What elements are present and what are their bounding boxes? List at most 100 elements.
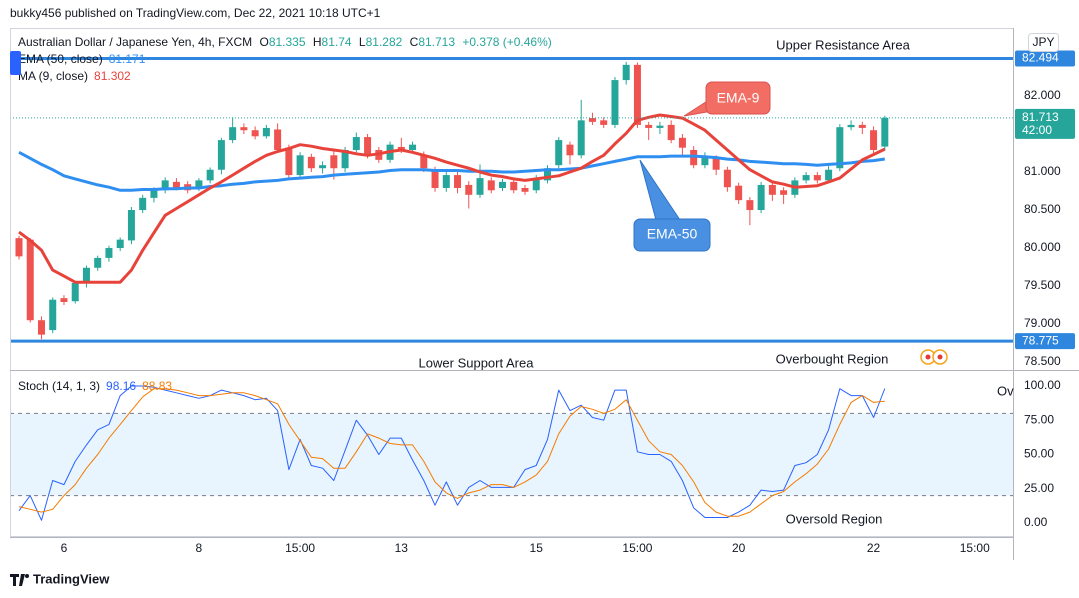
candle-body bbox=[409, 144, 417, 150]
candle-body bbox=[49, 299, 57, 331]
y-tick-label: 50.00 bbox=[1024, 447, 1054, 461]
candle-body bbox=[532, 178, 540, 191]
y-tick-label: 25.00 bbox=[1024, 481, 1054, 495]
candle-body bbox=[633, 64, 641, 125]
ohlc-letter: H bbox=[313, 35, 322, 49]
legend-value: 81.302 bbox=[94, 69, 131, 83]
candle-body bbox=[240, 127, 248, 131]
candle-body bbox=[251, 130, 259, 137]
y-tick-label: 80.000 bbox=[1024, 240, 1061, 254]
candle-body bbox=[813, 175, 821, 181]
candle-body bbox=[611, 80, 619, 125]
candle-body bbox=[836, 127, 844, 169]
candle-body bbox=[802, 175, 810, 181]
candle-body bbox=[622, 64, 630, 81]
candle-body bbox=[600, 120, 608, 125]
candle-body bbox=[307, 156, 315, 169]
candle-body bbox=[780, 190, 788, 195]
candle-body bbox=[82, 267, 90, 283]
candle-body bbox=[476, 178, 484, 195]
currency: JPY bbox=[1032, 35, 1054, 49]
x-tick-label: 15 bbox=[530, 541, 544, 555]
y-tick-label: 78.500 bbox=[1024, 354, 1061, 368]
candle-body bbox=[701, 156, 709, 166]
price-box bbox=[1015, 50, 1075, 67]
candle-body bbox=[364, 137, 372, 156]
callout-label: EMA-50 bbox=[647, 226, 698, 242]
legend-name: Stoch (14, 1, 3) bbox=[18, 379, 100, 393]
legend-ma: MA (9, close) 81.302 bbox=[18, 69, 131, 83]
ohlc-letter: O bbox=[259, 35, 268, 49]
candle-body bbox=[172, 181, 180, 188]
legend-value: 98.16 bbox=[106, 379, 136, 393]
candle-body bbox=[555, 140, 563, 166]
legend-value: 88.83 bbox=[142, 379, 172, 393]
candle-body bbox=[26, 239, 34, 321]
candle-body bbox=[341, 149, 349, 169]
candle-body bbox=[645, 124, 653, 128]
annotation: Oversold Region bbox=[786, 511, 883, 526]
last-price-label: 81.713 bbox=[1022, 110, 1059, 124]
candle-body bbox=[127, 210, 135, 241]
icon bbox=[920, 349, 948, 365]
low-value: 81.282 bbox=[366, 35, 403, 49]
legend-ema: EMA (50, close) 81.171 bbox=[18, 52, 146, 66]
candle-body bbox=[105, 248, 113, 258]
x-tick-label: 15:00 bbox=[622, 541, 652, 555]
candle-body bbox=[870, 130, 878, 150]
candle-body bbox=[330, 155, 338, 169]
candle-body bbox=[768, 184, 776, 195]
annotation: Upper Resistance Area bbox=[776, 37, 910, 52]
price-box-label: 78.775 bbox=[1022, 333, 1059, 347]
candle-body bbox=[431, 169, 439, 188]
logo bbox=[10, 574, 29, 586]
countdown: 42:00 bbox=[1022, 123, 1052, 137]
x-tick-label: 15:00 bbox=[960, 541, 990, 555]
legend-name: EMA (50, close) bbox=[18, 52, 103, 66]
ohlc-letter: L bbox=[359, 35, 366, 49]
candle-body bbox=[420, 155, 428, 169]
y-tick-label: 79.000 bbox=[1024, 316, 1061, 330]
legend-main: Australian Dollar / Japanese Yen, 4h, FX… bbox=[18, 35, 552, 49]
candle-body bbox=[881, 117, 889, 147]
candle-body bbox=[217, 140, 225, 170]
candle-body bbox=[847, 124, 855, 128]
candle-body bbox=[60, 298, 68, 302]
candle-body bbox=[352, 137, 360, 150]
candle-body bbox=[71, 282, 79, 302]
x-tick-label: 20 bbox=[732, 541, 746, 555]
candle-body bbox=[712, 158, 720, 170]
legend-name: MA (9, close) bbox=[18, 69, 88, 83]
annotation: Lower Support Area bbox=[419, 355, 535, 370]
y-tick-label: 79.500 bbox=[1024, 278, 1061, 292]
candle-body bbox=[397, 146, 405, 150]
candle-body bbox=[206, 169, 214, 181]
candle-body bbox=[94, 257, 102, 268]
y-tick-label: 100.00 bbox=[1024, 378, 1061, 392]
candle-body bbox=[521, 187, 529, 192]
x-tick-label: 15:00 bbox=[285, 541, 315, 555]
annotation: Overbought Region bbox=[776, 351, 889, 366]
candle-body bbox=[161, 180, 169, 191]
last-price-box bbox=[1015, 108, 1075, 139]
candle-body bbox=[510, 181, 518, 191]
currency-box[interactable] bbox=[1028, 33, 1059, 52]
band bbox=[10, 413, 1013, 496]
candle-body bbox=[139, 197, 147, 211]
candle-body bbox=[195, 180, 203, 188]
y-tick-label: 75.00 bbox=[1024, 412, 1054, 426]
indicator-line bbox=[18, 113, 886, 284]
candle-body bbox=[319, 165, 327, 169]
candle-body bbox=[37, 320, 45, 335]
candle-body bbox=[667, 124, 675, 141]
x-tick-label: 13 bbox=[395, 541, 409, 555]
candle-body bbox=[566, 144, 574, 156]
x-tick-label: 8 bbox=[196, 541, 203, 555]
x-tick-label: 6 bbox=[61, 541, 68, 555]
candle-body bbox=[825, 169, 833, 181]
candle-body bbox=[656, 125, 664, 128]
candle-body bbox=[296, 155, 304, 176]
side-tab[interactable] bbox=[10, 51, 21, 75]
